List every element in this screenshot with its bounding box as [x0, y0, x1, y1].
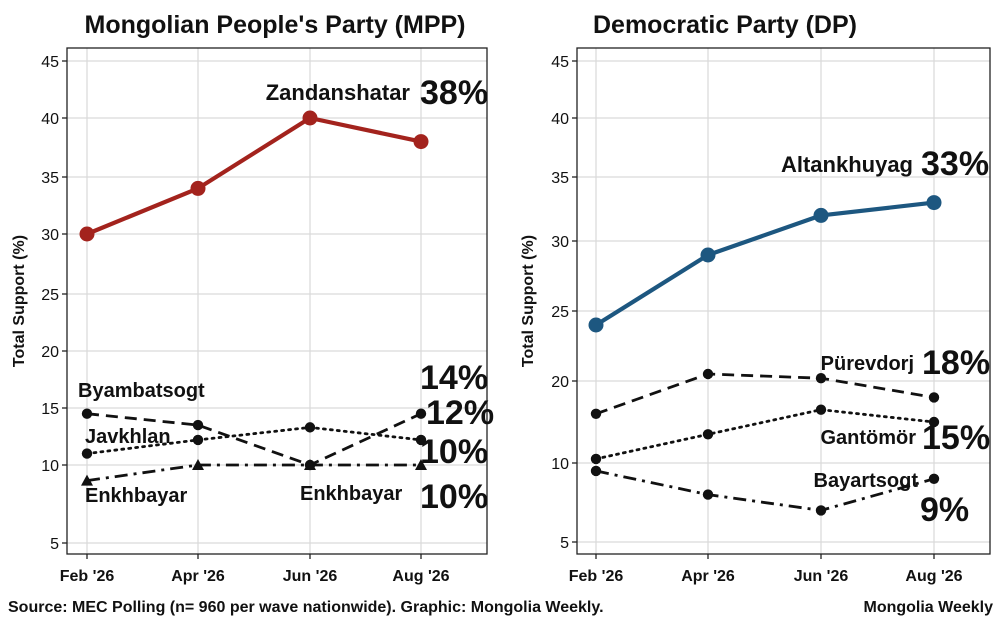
series-value-label: 38% [420, 74, 488, 112]
data-point [815, 373, 827, 384]
data-point [702, 429, 714, 440]
x-tick-label: Apr '26 [171, 568, 225, 585]
series-value-label: 10% [420, 478, 488, 516]
data-point [192, 459, 204, 470]
series-value-label: 14% [420, 359, 488, 397]
chart-title: Mongolian People's Party (MPP) [85, 11, 466, 39]
y-tick-label: 10 [41, 458, 59, 475]
data-point [81, 408, 93, 419]
series-value-label: 33% [921, 145, 989, 183]
y-tick-label: 30 [41, 227, 59, 244]
series-line [86, 115, 422, 236]
y-tick-label: 5 [560, 535, 569, 552]
x-tick-label: Aug '26 [905, 568, 962, 585]
y-axis-label: Total Support (%) [520, 235, 537, 367]
series-name-label: Enkhbayar [85, 485, 187, 507]
series-line [86, 412, 422, 467]
y-tick-label: 5 [50, 536, 59, 553]
data-point [815, 505, 827, 516]
series-value-label: 9% [920, 491, 969, 529]
chart-title: Democratic Party (DP) [593, 11, 857, 39]
x-tick-label: Jun '26 [283, 568, 338, 585]
y-tick-label: 45 [551, 54, 569, 71]
source-note: Source: MEC Polling (n= 960 per wave nat… [8, 599, 604, 616]
series-name-label: Enkhbayar [300, 483, 402, 505]
data-point [81, 474, 93, 486]
data-point [588, 317, 604, 333]
series-value-label: 10% [420, 433, 488, 471]
y-tick-label: 20 [551, 374, 569, 391]
data-point [928, 473, 940, 484]
x-tick-label: Aug '26 [392, 568, 449, 585]
chart-panel-1: 5 10 15 20 25 30 35 40 45 Feb '26 Apr '26 Jun '26 Au… [11, 11, 494, 585]
plot-frame [576, 47, 991, 555]
data-point [702, 368, 714, 380]
series-line [85, 425, 423, 456]
series-name-label: Gantömör [820, 427, 916, 449]
data-point [815, 404, 827, 415]
data-point [590, 408, 602, 419]
series-line [86, 463, 421, 482]
series-line [594, 200, 935, 327]
series-name-label: Altankhuyag [781, 152, 913, 177]
series-line [595, 469, 935, 512]
data-point [304, 422, 316, 433]
data-point [79, 226, 95, 242]
series-name-label: Pürevdorj [821, 353, 914, 375]
data-point [590, 453, 602, 465]
y-tick-label: 25 [41, 287, 59, 304]
data-point [415, 434, 427, 446]
series-line [594, 408, 936, 461]
y-tick-label: 15 [41, 401, 59, 418]
data-point [302, 110, 318, 126]
series-value-label: 12% [426, 394, 494, 432]
data-point [590, 465, 602, 477]
y-tick-label: 45 [41, 54, 59, 71]
publisher-credit: Mongolia Weekly [863, 599, 993, 616]
y-tick-label: 30 [551, 234, 569, 251]
x-tick-label: Feb '26 [569, 568, 624, 585]
y-tick-label: 40 [41, 111, 59, 128]
data-point [928, 392, 940, 403]
chart-panel-2: 5 10 20 25 30 35 40 45 Feb '26 Apr '26 Jun '26 Aug … [520, 11, 991, 585]
data-point [81, 448, 93, 459]
data-point [304, 459, 316, 470]
series-value-label: 18% [922, 344, 990, 382]
y-tick-label: 10 [551, 456, 569, 473]
series-value-label: 15% [922, 419, 990, 457]
y-axis-label: Total Support (%) [11, 235, 28, 367]
y-tick-label: 25 [551, 304, 569, 321]
data-point [413, 134, 429, 150]
series-name-label: Bayartsogt [814, 470, 919, 492]
y-tick-label: 20 [41, 344, 59, 361]
data-point [700, 247, 716, 263]
data-point [702, 489, 714, 500]
data-point [813, 207, 829, 223]
series-line [595, 372, 935, 416]
x-tick-label: Jun '26 [794, 568, 849, 585]
y-tick-label: 35 [551, 170, 569, 187]
data-point [192, 419, 204, 431]
series-name-label: Javkhlan [85, 426, 171, 448]
y-tick-label: 40 [551, 111, 569, 128]
x-tick-label: Feb '26 [60, 568, 115, 585]
y-tick-label: 35 [41, 170, 59, 187]
data-point [190, 180, 206, 196]
data-point [415, 408, 427, 419]
data-point [928, 416, 940, 428]
series-name-label: Zandanshatar [266, 80, 411, 105]
data-point [926, 195, 942, 211]
series-name-label: Byambatsogt [78, 380, 205, 402]
data-point [415, 459, 427, 470]
data-point [192, 434, 204, 446]
x-tick-label: Apr '26 [681, 568, 735, 585]
plot-frame [66, 47, 488, 555]
